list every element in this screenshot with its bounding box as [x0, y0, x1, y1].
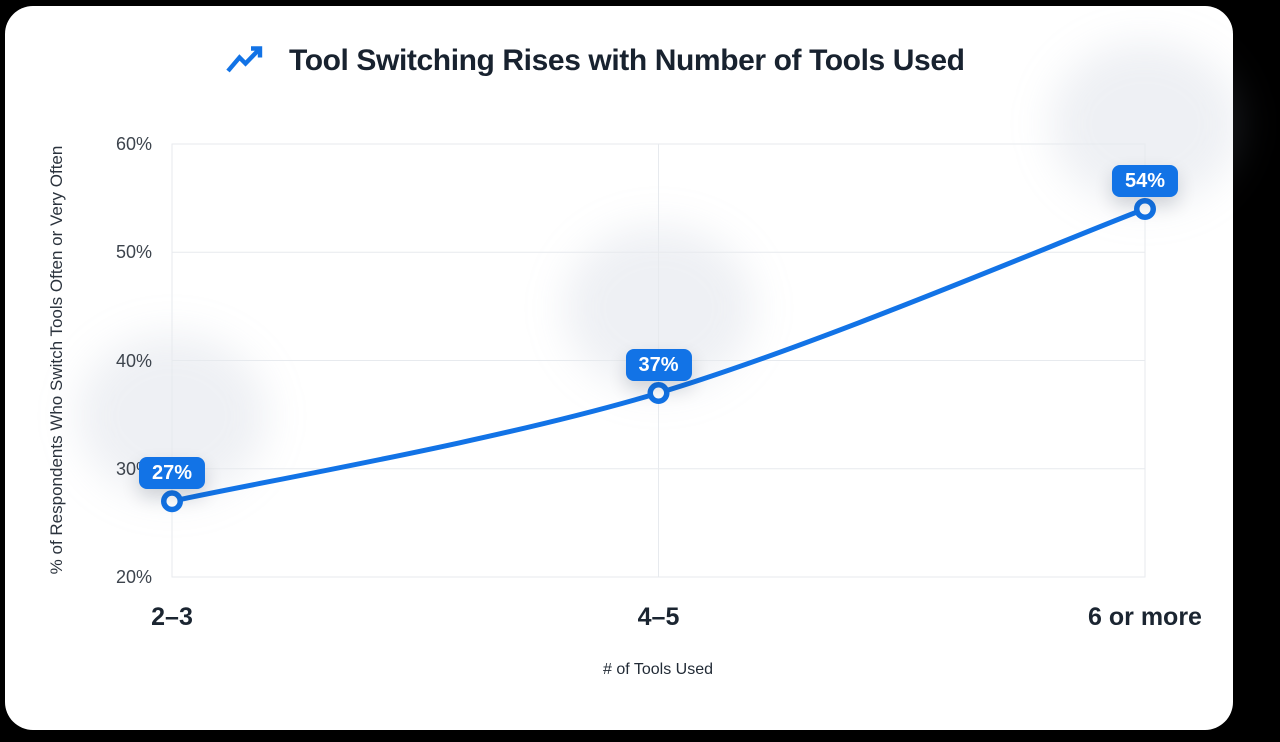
x-tick-label: 4–5	[637, 603, 680, 631]
y-tick-label: 50%	[115, 242, 152, 263]
data-point-marker	[647, 381, 670, 404]
x-tick-label: 6 or more	[1088, 603, 1202, 631]
x-axis-title: # of Tools Used	[603, 661, 713, 678]
data-point-badge: 37%	[625, 348, 692, 381]
data-point-marker	[1134, 197, 1156, 220]
trending-up-icon	[226, 44, 264, 78]
x-tick-label: 2–3	[151, 603, 193, 631]
plot-border	[171, 143, 1146, 578]
chart-card	[5, 6, 1233, 730]
data-point-badge: 27%	[138, 457, 206, 490]
chart-header: Tool Switching Rises with Number of Tool…	[226, 38, 965, 84]
y-tick-label: 60%	[115, 134, 152, 154]
y-tick-label: 40%	[115, 350, 152, 371]
data-point-marker	[161, 490, 183, 513]
y-tick-label: 20%	[115, 567, 152, 587]
chart-title: Tool Switching Rises with Number of Tool…	[289, 44, 965, 77]
data-point-badge: 54%	[1111, 164, 1179, 197]
